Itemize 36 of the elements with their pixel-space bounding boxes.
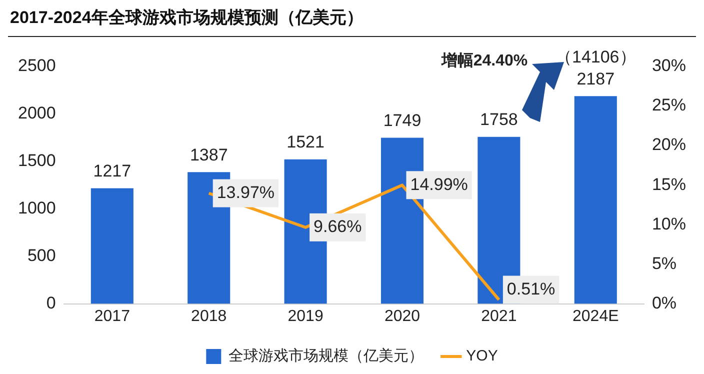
y-tick-label: 2500	[18, 56, 56, 76]
y2-tick-label: 25%	[652, 96, 686, 115]
data-label: 1521	[286, 132, 324, 152]
y-tick-label: 0	[46, 293, 56, 312]
legend-label: YOY	[466, 348, 498, 365]
x-tick-label: 2021	[481, 308, 517, 325]
data-label: 13.97%	[216, 182, 275, 202]
y2-tick-label: 0%	[652, 293, 677, 312]
data-label: 1758	[480, 110, 518, 130]
y2-tick-label: 10%	[652, 214, 686, 234]
data-label: 9.66%	[314, 217, 362, 236]
y2-tick-label: 15%	[652, 174, 686, 194]
y-tick-label: 1000	[18, 198, 56, 218]
data-label: 1387	[190, 145, 228, 164]
bar	[90, 188, 134, 304]
legend-label: 全球游戏市场规模（亿美元）	[228, 348, 424, 365]
data-label: 1217	[93, 161, 132, 180]
y2-tick-label: 5%	[652, 254, 677, 273]
x-tick-label: 2019	[288, 308, 324, 325]
x-tick-label: 2018	[191, 308, 227, 325]
annotation: （14106）	[554, 47, 636, 66]
x-tick-label: 2024E	[572, 308, 619, 325]
bar	[574, 96, 617, 304]
data-label: 0.51%	[506, 279, 556, 298]
y-tick-label: 1500	[18, 151, 56, 170]
x-tick-label: 2020	[384, 308, 420, 325]
x-tick-label: 2017	[94, 308, 130, 325]
y2-tick-label: 20%	[652, 135, 686, 154]
y2-tick-label: 30%	[652, 56, 686, 76]
y-tick-label: 500	[27, 246, 56, 266]
data-label: 2187	[576, 69, 615, 88]
data-label: 14.99%	[410, 174, 468, 194]
y-tick-label: 2000	[18, 104, 56, 123]
annotation: 增幅24.40%	[440, 51, 528, 70]
chart-title: 2017-2024年全球游戏市场规模预测（亿美元）	[10, 8, 364, 27]
data-label: 1749	[383, 110, 422, 130]
